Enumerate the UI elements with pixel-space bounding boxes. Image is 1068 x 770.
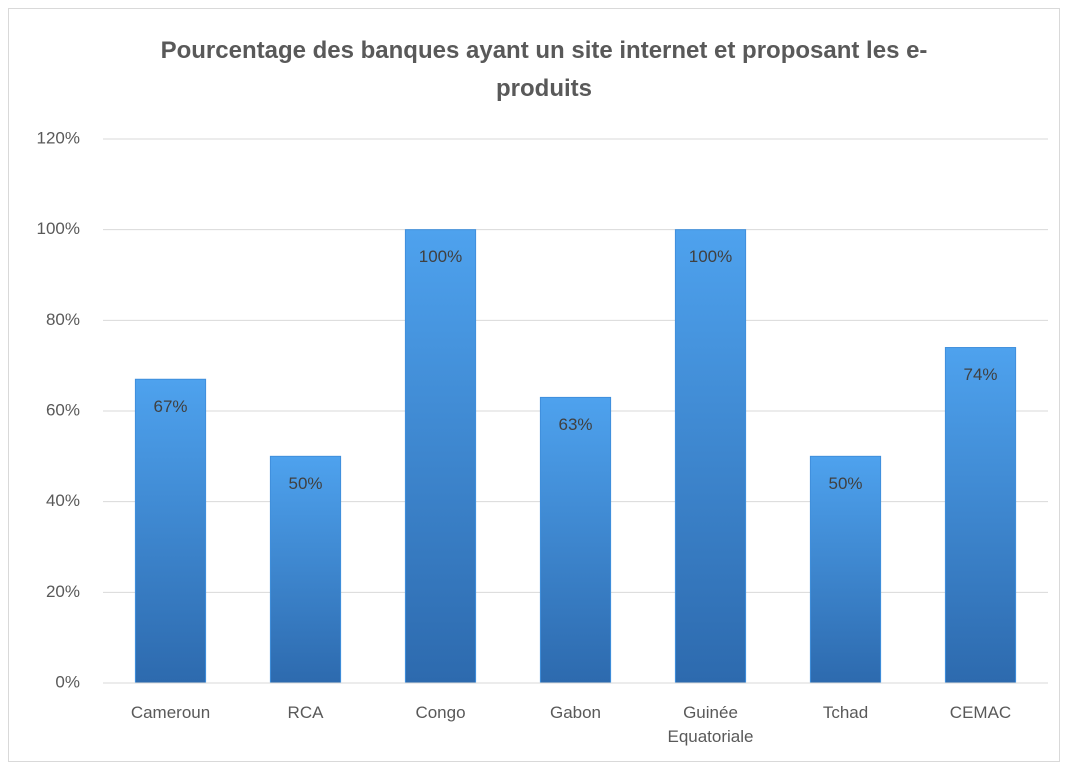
- y-tick-label: 100%: [37, 219, 80, 238]
- x-tick-label: Tchad: [822, 703, 869, 722]
- chart-frame: [8, 8, 1060, 762]
- data-label: 63%: [558, 415, 592, 434]
- bar: [539, 396, 612, 684]
- data-label: 100%: [419, 247, 462, 266]
- data-label: 74%: [963, 365, 997, 384]
- y-tick-label: 40%: [46, 491, 80, 510]
- data-label: 100%: [689, 247, 732, 266]
- data-label: 50%: [288, 474, 322, 493]
- bar: [269, 455, 342, 684]
- bar: [944, 347, 1017, 684]
- y-tick-label: 20%: [46, 582, 80, 601]
- y-tick-label: 0%: [55, 672, 80, 691]
- data-label: 67%: [153, 397, 187, 416]
- bar: [404, 229, 477, 684]
- x-tick-label: CEMAC: [949, 703, 1012, 722]
- x-tick-label: Congo: [415, 703, 466, 722]
- y-tick-label: 120%: [37, 128, 80, 147]
- x-tick-label: Guinée Equatoriale: [667, 703, 754, 746]
- x-tick-label: Gabon: [549, 703, 602, 722]
- x-tick-label: RCA: [287, 703, 324, 722]
- y-tick-label: 60%: [46, 400, 80, 419]
- data-label: 50%: [828, 474, 862, 493]
- bar: [134, 378, 207, 684]
- x-tick-label: Cameroun: [130, 703, 211, 722]
- bar: [674, 229, 747, 684]
- chart-title: Pourcentage des banques ayant un site in…: [160, 37, 928, 102]
- y-tick-label: 80%: [46, 310, 80, 329]
